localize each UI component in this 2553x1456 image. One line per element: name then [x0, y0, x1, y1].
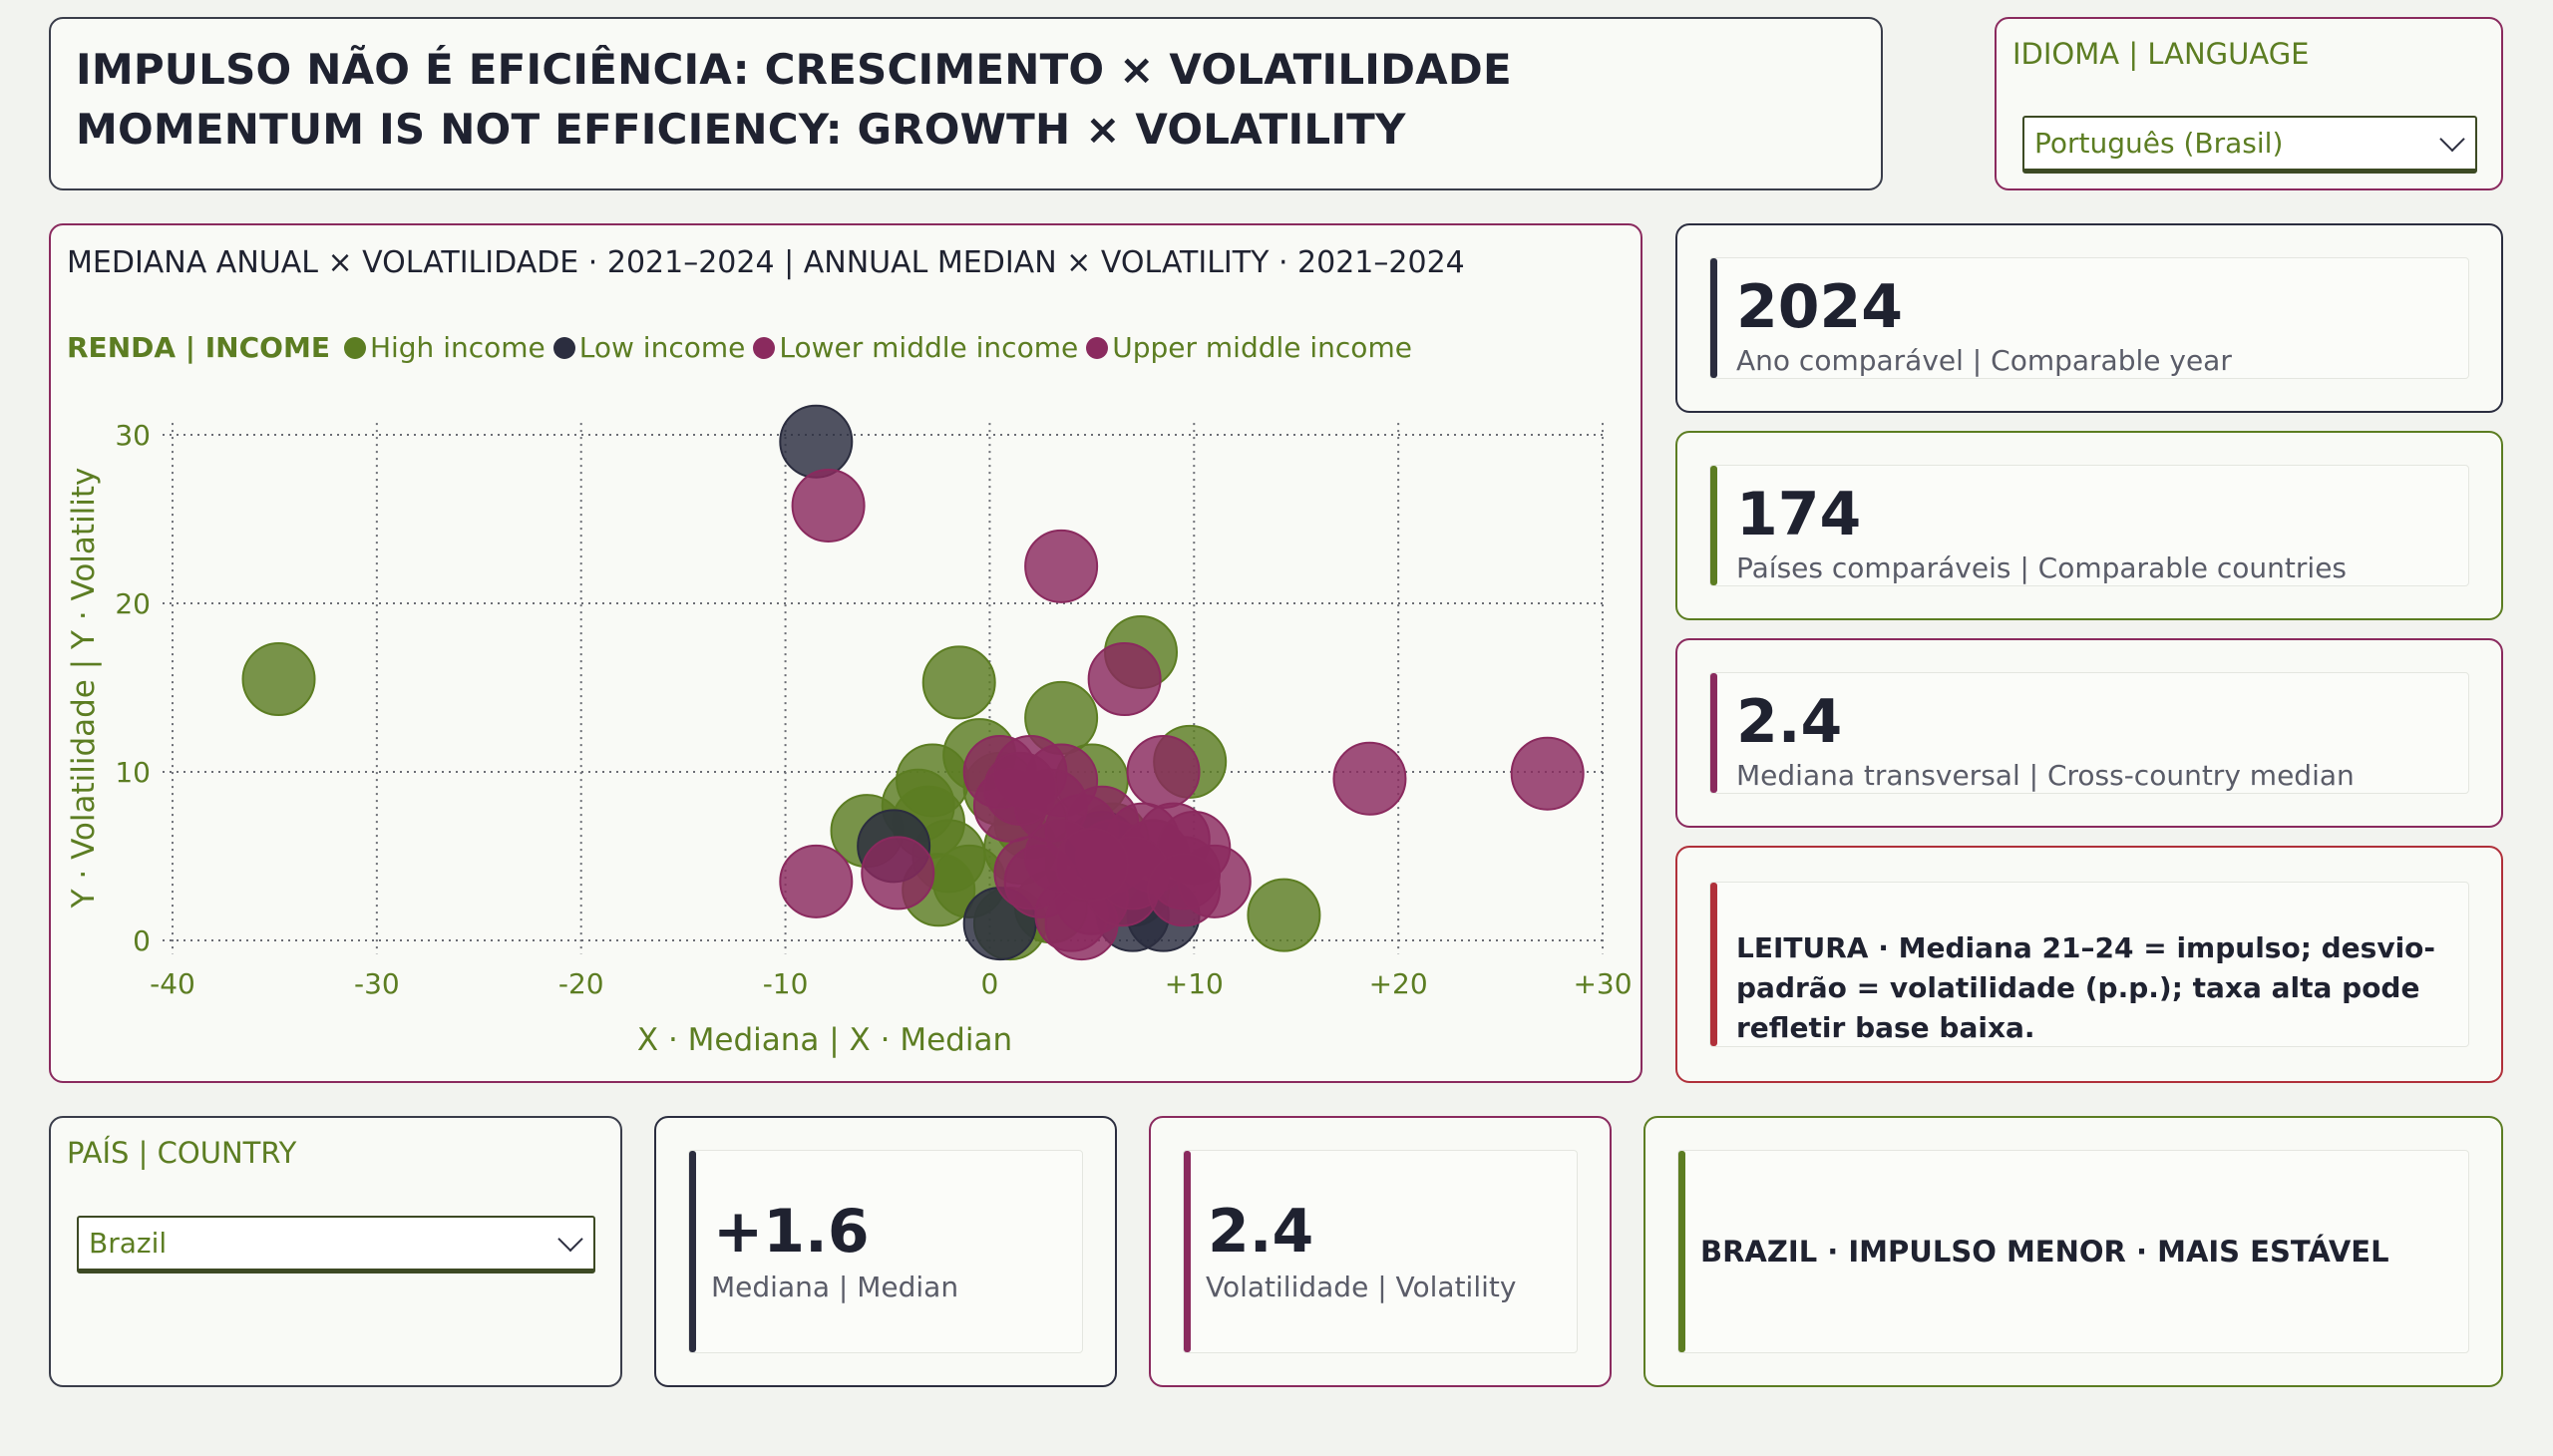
- country-slicer-label: PAÍS | COUNTRY: [67, 1136, 297, 1170]
- data-point-high-income: [921, 645, 996, 720]
- verdict-inner: BRAZIL · IMPULSO MENOR · MAIS ESTÁVEL: [1677, 1150, 2469, 1353]
- country-kpi-card-median: +1.6 Mediana | Median: [654, 1116, 1117, 1387]
- country-kpi-label-volatility: Volatilidade | Volatility: [1206, 1271, 1517, 1303]
- legend-dot-low-income: [552, 336, 575, 359]
- legend-label: Low income: [578, 331, 746, 364]
- data-point-upper-middle-income: [1147, 853, 1222, 927]
- x-tick-label: +20: [1369, 967, 1428, 1000]
- reading-note-text: LEITURA · Mediana 21–24 = impulso; desvi…: [1736, 931, 2436, 1044]
- legend-item-high-income[interactable]: High income: [343, 331, 546, 364]
- kpi-inner: 2.4 Volatilidade | Volatility: [1183, 1150, 1578, 1353]
- country-dropdown[interactable]: Brazil: [77, 1216, 595, 1274]
- data-point-lower-middle-income: [779, 844, 854, 918]
- kpi-accent-bar: [1710, 673, 1717, 793]
- language-slicer-card: IDIOMA | LANGUAGE Português (Brasil): [1995, 17, 2503, 190]
- data-point-lower-middle-income: [1126, 735, 1201, 809]
- x-tick-label: -20: [558, 967, 604, 1000]
- data-point-upper-middle-income: [1510, 736, 1585, 811]
- scatter-chart: -40 -30 -20 -10 0 +10 +20 +30 0 10 20 30 X · Mediana…: [66, 404, 1633, 1058]
- y-axis-title: Y · Volatilidade | Y · Volatility: [66, 468, 102, 910]
- note-accent-bar: [1710, 883, 1717, 1046]
- y-tick-label: 0: [133, 924, 151, 957]
- data-point-upper-middle-income: [1332, 741, 1407, 816]
- country-kpi-label-median: Mediana | Median: [711, 1271, 959, 1303]
- kpi-label-median: Mediana transversal | Cross-country medi…: [1736, 759, 2355, 792]
- kpi-inner: 174 Países comparáveis | Comparable coun…: [1709, 465, 2469, 586]
- kpi-inner: +1.6 Mediana | Median: [688, 1150, 1083, 1353]
- language-dropdown-value: Português (Brasil): [2034, 127, 2284, 160]
- data-point-high-income: [1247, 878, 1321, 952]
- data-point-lower-middle-income: [861, 836, 935, 910]
- legend-label: Upper middle income: [1112, 331, 1412, 364]
- x-tick-label: +30: [1573, 967, 1632, 1000]
- kpi-label-countries: Países comparáveis | Comparable countrie…: [1736, 551, 2348, 584]
- kpi-value-year: 2024: [1736, 272, 1903, 342]
- legend-title: RENDA | INCOME: [67, 331, 330, 364]
- legend-label: High income: [369, 331, 546, 364]
- verdict-card: BRAZIL · IMPULSO MENOR · MAIS ESTÁVEL: [1643, 1116, 2503, 1387]
- kpi-accent-bar: [1710, 466, 1717, 585]
- scatter-chart-card: -40 -30 -20 -10 0 +10 +20 +30 0 10 20 30 X · Mediana…: [49, 223, 1642, 1083]
- y-tick-label: 20: [115, 587, 151, 620]
- x-tick-label: -40: [150, 967, 195, 1000]
- kpi-value-median: 2.4: [1736, 687, 1843, 757]
- kpi-inner: 2024 Ano comparável | Comparable year: [1709, 257, 2469, 379]
- y-tick-label: 10: [115, 756, 151, 789]
- kpi-card-countries: 174 Países comparáveis | Comparable coun…: [1675, 431, 2503, 620]
- legend-dot-upper-middle-income: [1086, 336, 1109, 359]
- legend-item-low-income[interactable]: Low income: [552, 331, 746, 364]
- data-point-low-income: [779, 404, 854, 479]
- x-tick-label: -30: [354, 967, 400, 1000]
- chevron-down-icon: [557, 1226, 583, 1252]
- kpi-inner: 2.4 Mediana transversal | Cross-country …: [1709, 672, 2469, 794]
- data-point-high-income: [241, 642, 316, 717]
- language-dropdown[interactable]: Português (Brasil): [2022, 116, 2477, 174]
- chevron-down-icon: [2439, 126, 2465, 152]
- verdict-text: BRAZIL · IMPULSO MENOR · MAIS ESTÁVEL: [1700, 1235, 2389, 1269]
- page-title-en: MOMENTUM IS NOT EFFICIENCY: GROWTH × VOL…: [76, 105, 1406, 154]
- page-title-pt: IMPULSO NÃO É EFICIÊNCIA: CRESCIMENTO × …: [76, 45, 1512, 94]
- kpi-card-median: 2.4 Mediana transversal | Cross-country …: [1675, 638, 2503, 828]
- country-dropdown-value: Brazil: [89, 1227, 168, 1260]
- data-point-lower-middle-income: [1024, 529, 1099, 603]
- legend-item-upper-middle-income[interactable]: Upper middle income: [1086, 331, 1412, 364]
- x-tick-label: -10: [763, 967, 809, 1000]
- kpi-card-year: 2024 Ano comparável | Comparable year: [1675, 223, 2503, 413]
- data-point-upper-middle-income: [983, 751, 1058, 826]
- kpi-label-year: Ano comparável | Comparable year: [1736, 344, 2232, 377]
- country-slicer-card: PAÍS | COUNTRY Brazil: [49, 1116, 622, 1387]
- x-axis-title: X · Mediana | X · Median: [637, 1022, 1012, 1058]
- legend-dot-high-income: [343, 336, 366, 359]
- y-tick-label: 30: [115, 419, 151, 452]
- legend-label: Lower middle income: [779, 331, 1079, 364]
- legend-dot-lower-middle-income: [753, 336, 776, 359]
- x-tick-label: +10: [1165, 967, 1224, 1000]
- note-inner: LEITURA · Mediana 21–24 = impulso; desvi…: [1709, 882, 2469, 1047]
- legend-item-lower-middle-income[interactable]: Lower middle income: [753, 331, 1078, 364]
- data-point-lower-middle-income: [1087, 642, 1162, 717]
- x-tick-label: 0: [981, 967, 999, 1000]
- kpi-value-countries: 174: [1736, 480, 1862, 549]
- chart-title: MEDIANA ANUAL × VOLATILIDADE · 2021–2024…: [67, 245, 1465, 280]
- chart-legend: RENDA | INCOME High income Low income Lo…: [67, 331, 1420, 364]
- country-kpi-value-median: +1.6: [713, 1197, 870, 1267]
- country-kpi-value-volatility: 2.4: [1208, 1197, 1314, 1267]
- reading-note-card: LEITURA · Mediana 21–24 = impulso; desvi…: [1675, 846, 2503, 1083]
- data-point-lower-middle-income: [791, 468, 866, 543]
- kpi-accent-bar: [1184, 1151, 1191, 1352]
- country-kpi-card-volatility: 2.4 Volatilidade | Volatility: [1149, 1116, 1612, 1387]
- language-slicer-label: IDIOMA | LANGUAGE: [2012, 37, 2310, 71]
- data-point-upper-middle-income: [1054, 827, 1129, 902]
- kpi-accent-bar: [689, 1151, 696, 1352]
- kpi-accent-bar: [1710, 258, 1717, 378]
- title-card: IMPULSO NÃO É EFICIÊNCIA: CRESCIMENTO × …: [49, 17, 1883, 190]
- verdict-accent-bar: [1678, 1151, 1685, 1352]
